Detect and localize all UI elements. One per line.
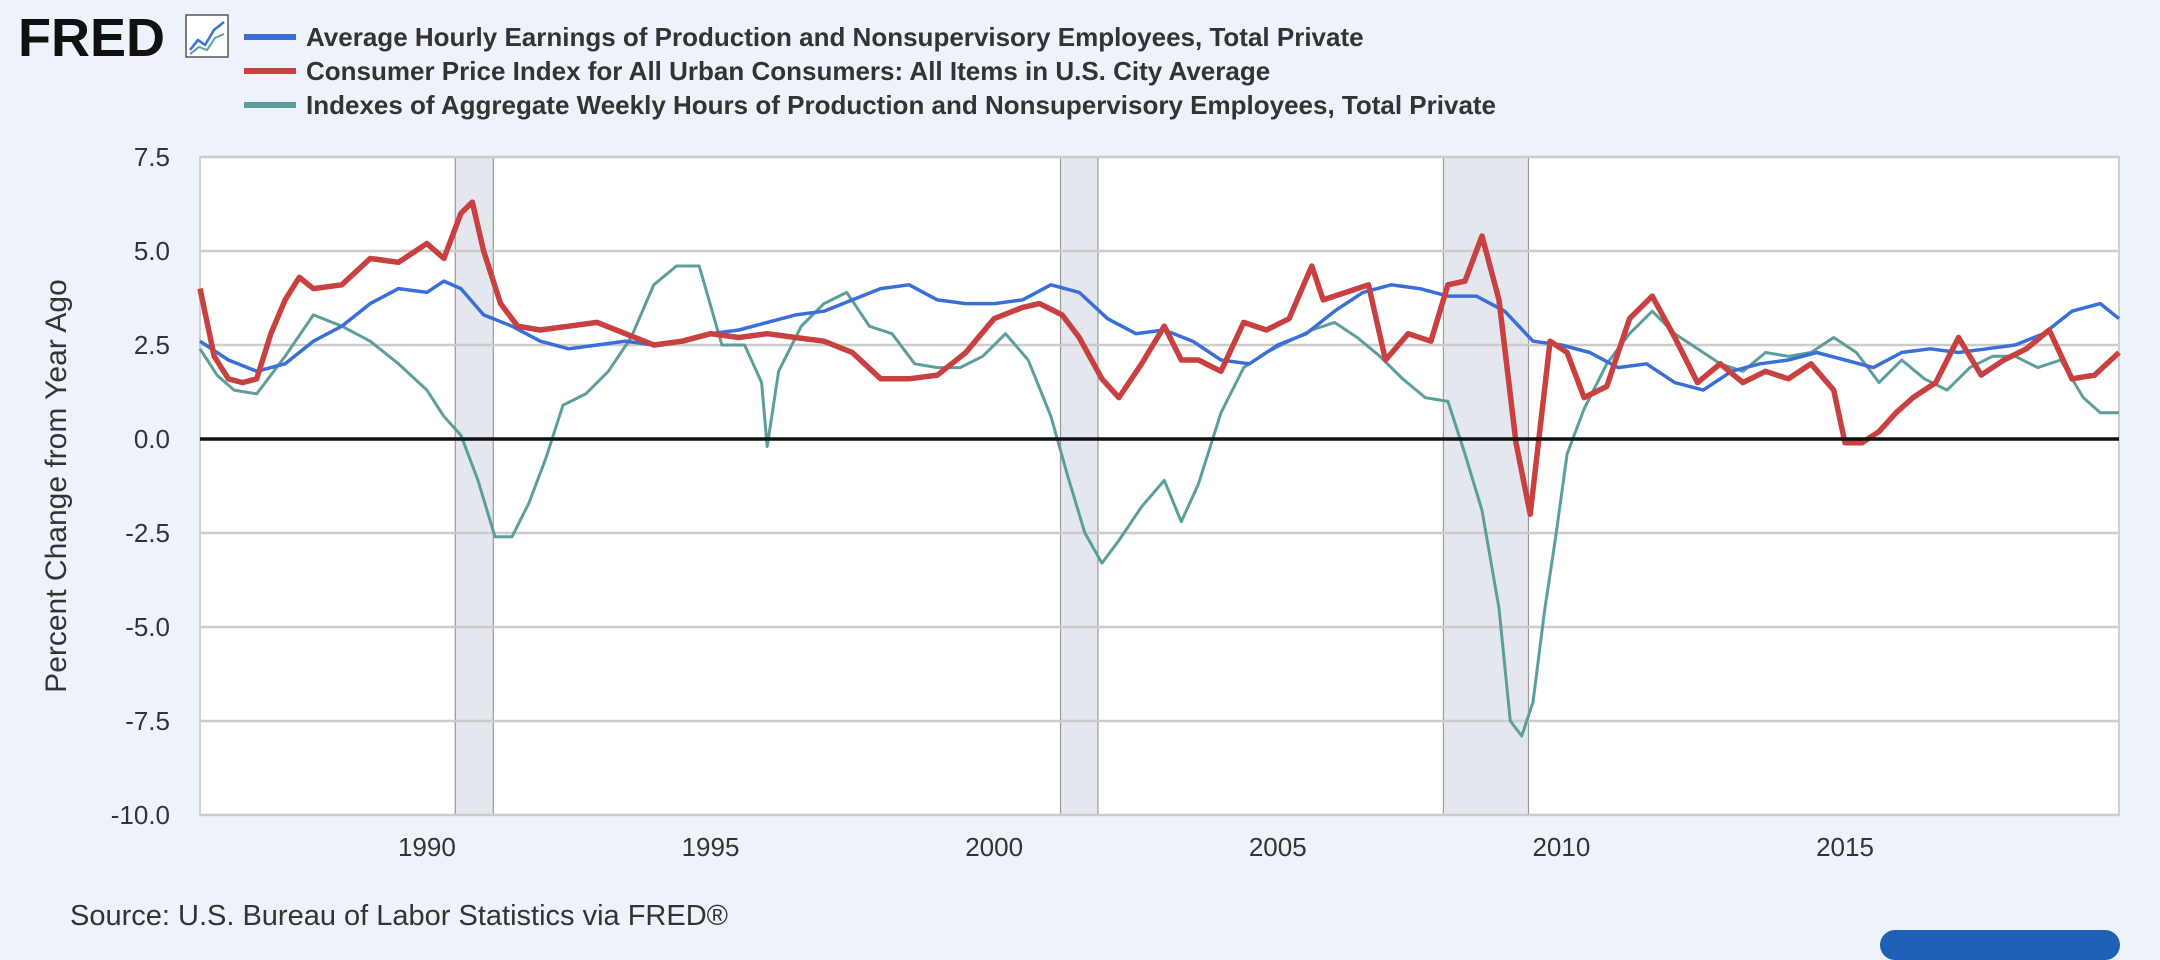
series-lines [197,199,2121,738]
y-tick-label: 7.5 [134,142,170,172]
y-tick-label: -10.0 [111,800,170,830]
x-tick-label: 1990 [398,832,456,862]
fred-logo[interactable]: FRED [18,8,165,68]
source-note: Source: U.S. Bureau of Labor Statistics … [70,900,728,932]
y-tick-label: -2.5 [125,518,170,548]
x-tick-label: 2015 [1816,832,1874,862]
y-axis-title: Percent Change from Year Ago [40,279,73,693]
y-tick-labels: 7.5 5.0 2.5 0.0 -2.5 -5.0 -7.5 -10.0 [111,142,170,830]
legend-label-2[interactable]: Consumer Price Index for All Urban Consu… [306,56,1270,86]
gridlines [200,155,2119,817]
x-tick-label: 2000 [965,832,1023,862]
line-chart-icon [185,14,229,58]
y-tick-label: 5.0 [134,236,170,266]
legend-label-3[interactable]: Indexes of Aggregate Weekly Hours of Pro… [306,90,1496,120]
x-tick-label: 2010 [1532,832,1590,862]
series-line-3 [198,264,2119,738]
download-button[interactable] [1880,930,2120,960]
x-tick-labels: 1990 1995 2000 2005 2010 2015 [398,832,1874,862]
legend-label-1[interactable]: Average Hourly Earnings of Production an… [306,22,1364,52]
x-tick-label: 2005 [1249,832,1307,862]
chart: FRED Average Hourly Earnings of Producti… [18,8,2121,932]
y-tick-label: 2.5 [134,330,170,360]
series-line-1 [199,279,2121,392]
y-tick-label: -7.5 [125,706,170,736]
y-tick-label: 0.0 [134,424,170,454]
series-line-2 [197,199,2121,517]
y-tick-label: -5.0 [125,612,170,642]
x-tick-label: 1995 [682,832,740,862]
recession-band-2 [1059,156,1099,816]
legend: Average Hourly Earnings of Production an… [244,22,1496,120]
